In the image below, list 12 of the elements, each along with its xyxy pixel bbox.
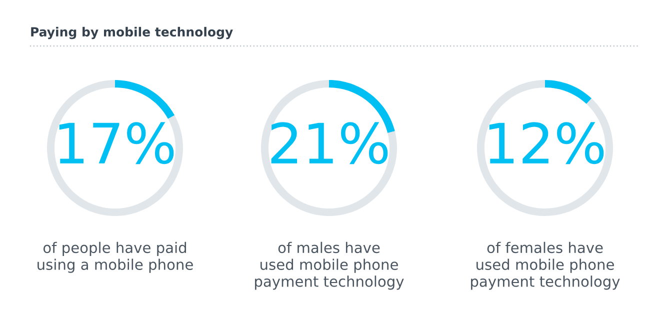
donut-slice (261, 80, 397, 216)
data-label: 12% (489, 122, 604, 164)
donut-slice (47, 80, 183, 216)
data-label: 17% (59, 122, 174, 164)
donut-slice (545, 80, 592, 104)
donut-slice (115, 80, 175, 119)
chart-title: Paying by mobile technology (31, 26, 233, 40)
text: of females have used mobile phone payment technology (471, 242, 620, 290)
data-label: 21% (271, 122, 388, 164)
text: of people have paid using a mobile phone (38, 242, 193, 273)
donut-slice (477, 80, 613, 216)
text: of males have used mobile phone payment technology (255, 242, 404, 290)
